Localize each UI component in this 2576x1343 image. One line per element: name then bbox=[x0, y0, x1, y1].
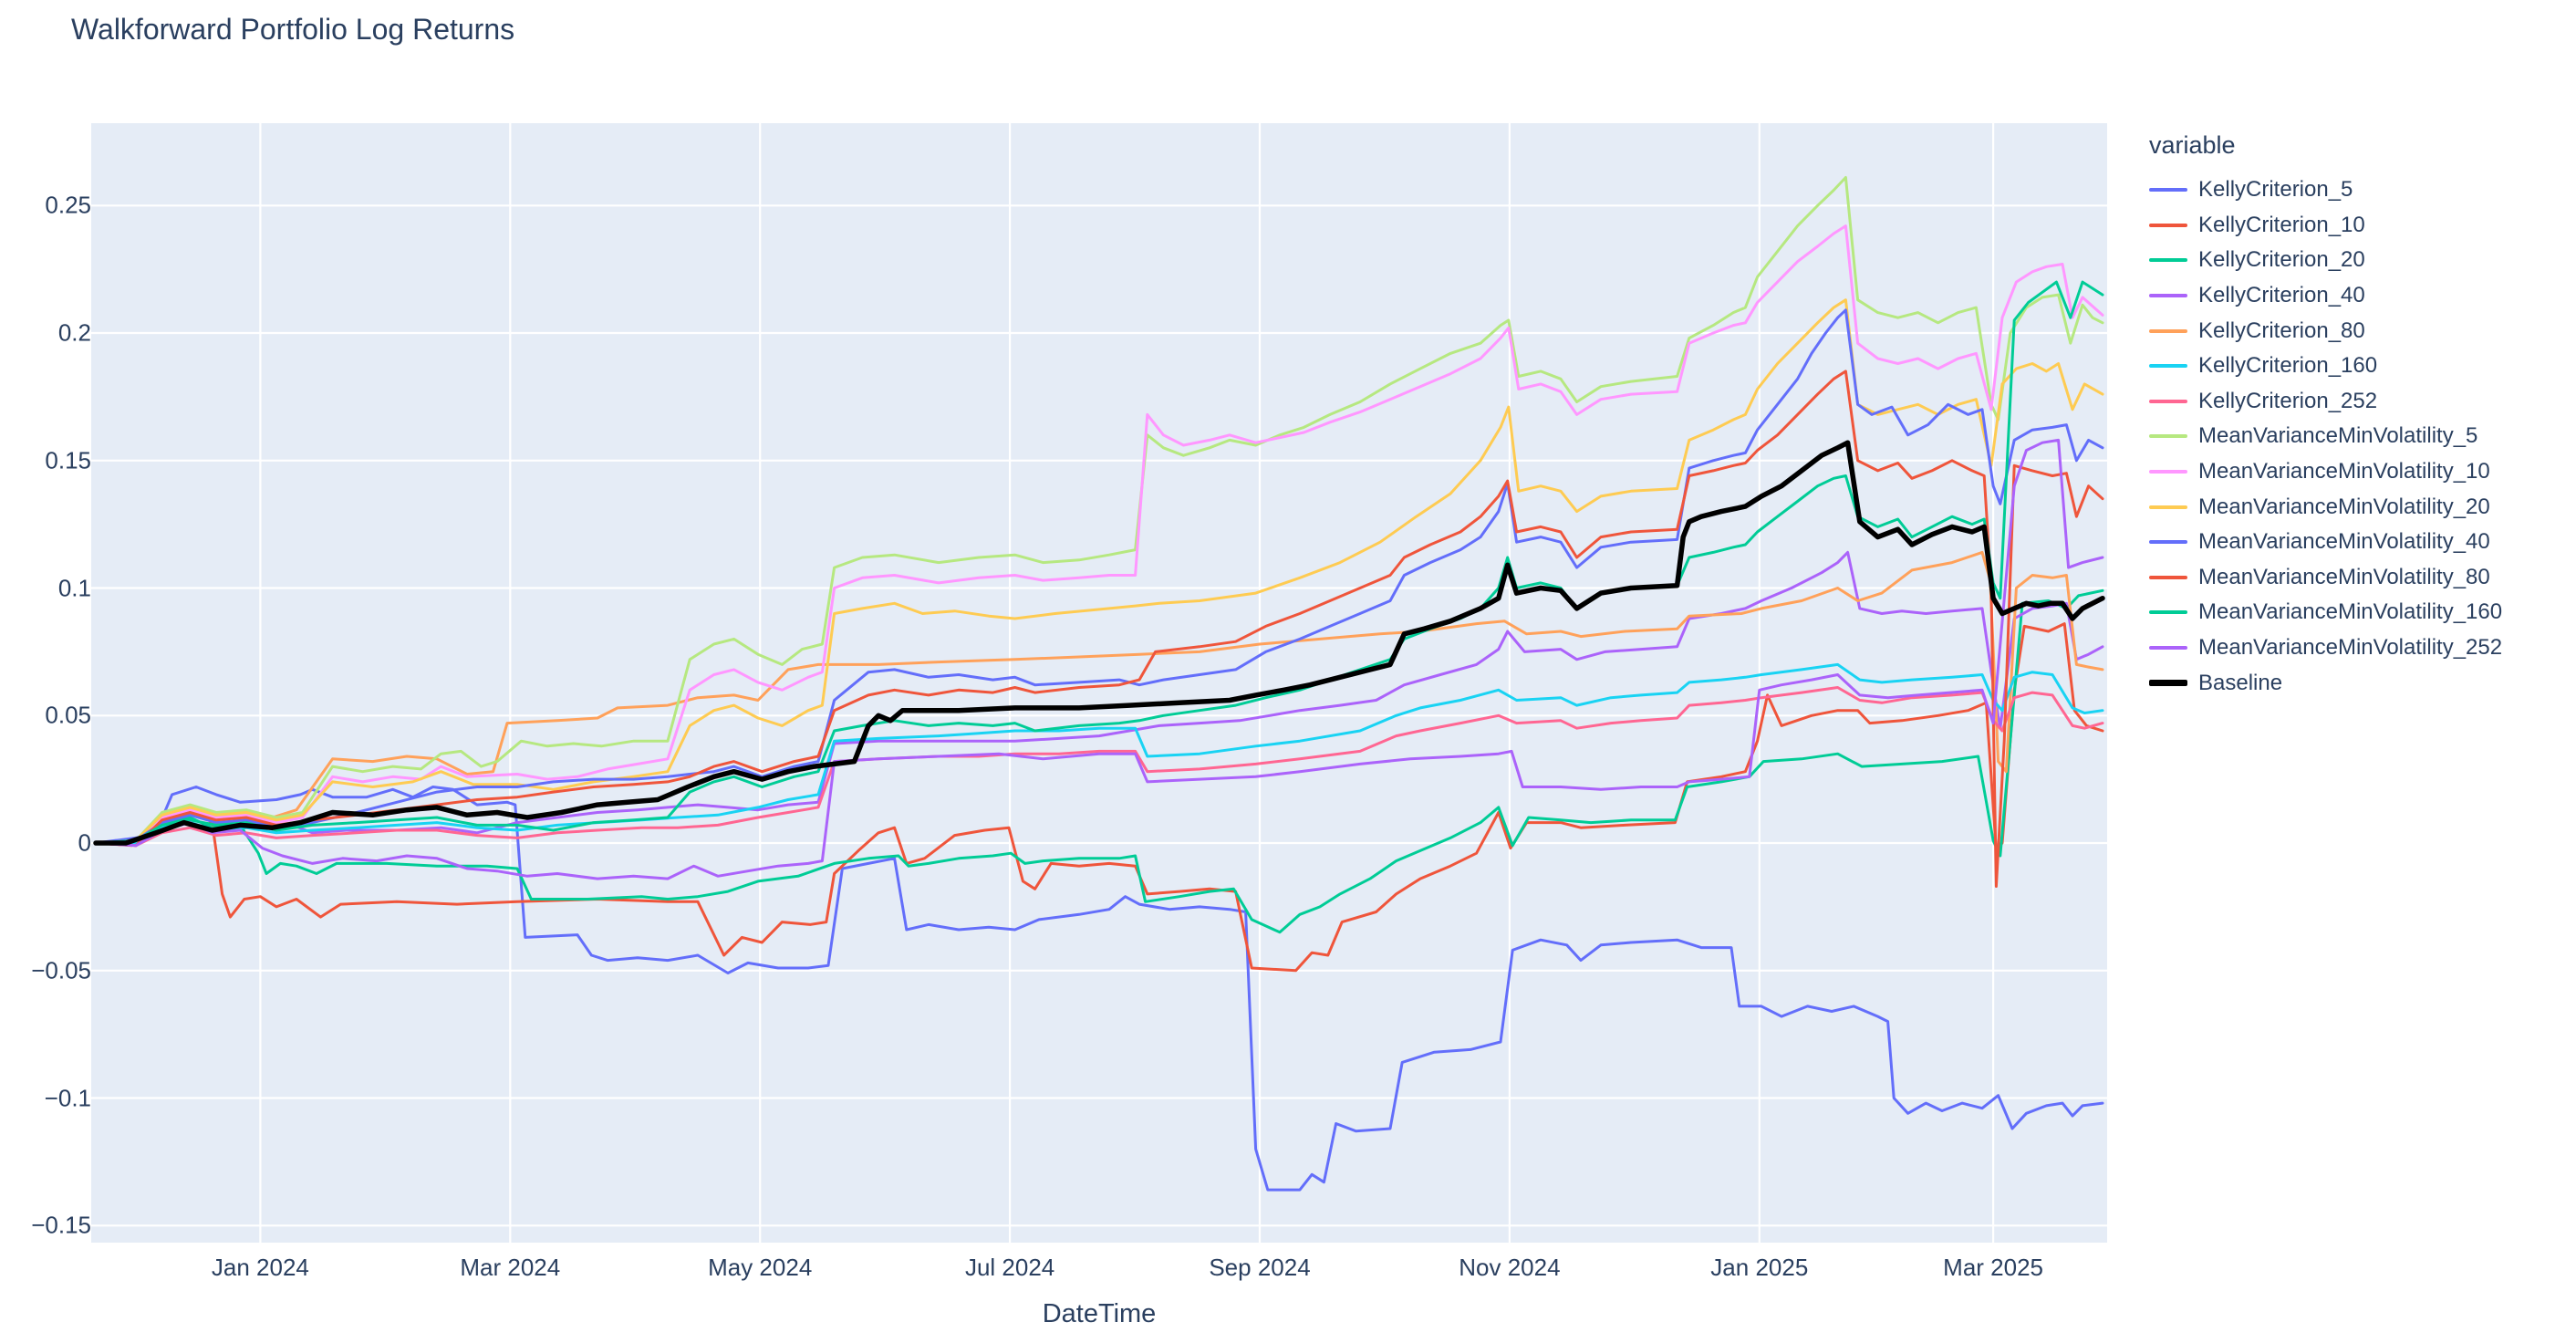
legend-swatch-icon bbox=[2149, 328, 2187, 333]
y-tick-label: 0.2 bbox=[57, 318, 91, 347]
x-tick-label: Mar 2024 bbox=[460, 1254, 561, 1281]
legend-label: MeanVarianceMinVolatility_20 bbox=[2198, 494, 2490, 519]
legend-swatch-icon bbox=[2149, 188, 2187, 193]
legend-label: KellyCriterion_40 bbox=[2198, 283, 2365, 308]
plot-area[interactable] bbox=[91, 123, 2107, 1243]
x-tick-label: Jan 2025 bbox=[1710, 1254, 1809, 1281]
series-line-MeanVarianceMinVolatility_80[interactable] bbox=[94, 370, 2104, 888]
legend-swatch-icon bbox=[2149, 223, 2187, 227]
legend-label: MeanVarianceMinVolatility_5 bbox=[2198, 423, 2478, 449]
series-line-MeanVarianceMinVolatility_160[interactable] bbox=[94, 280, 2104, 845]
legend-label: KellyCriterion_252 bbox=[2198, 388, 2378, 413]
legend-label: KellyCriterion_160 bbox=[2198, 353, 2378, 379]
series-line-KellyCriterion_80[interactable] bbox=[94, 550, 2104, 845]
legend-label: KellyCriterion_10 bbox=[2198, 212, 2365, 237]
legend-swatch-icon bbox=[2149, 610, 2187, 615]
y-tick-label: 0 bbox=[78, 828, 91, 857]
series-line-KellyCriterion_10[interactable] bbox=[94, 622, 2104, 973]
legend-label: MeanVarianceMinVolatility_252 bbox=[2198, 635, 2503, 661]
x-tick-label: Sep 2024 bbox=[1209, 1254, 1311, 1281]
legend-item-Baseline[interactable]: Baseline bbox=[2149, 665, 2502, 701]
legend-item-MeanVarianceMinVolatility_252[interactable]: MeanVarianceMinVolatility_252 bbox=[2149, 630, 2502, 666]
legend-item-MeanVarianceMinVolatility_40[interactable]: MeanVarianceMinVolatility_40 bbox=[2149, 525, 2502, 560]
legend-label: KellyCriterion_80 bbox=[2198, 318, 2365, 343]
legend-label: MeanVarianceMinVolatility_80 bbox=[2198, 564, 2490, 589]
legend-swatch-icon bbox=[2149, 540, 2187, 545]
legend-swatch-icon bbox=[2149, 364, 2187, 369]
legend-item-MeanVarianceMinVolatility_160[interactable]: MeanVarianceMinVolatility_160 bbox=[2149, 595, 2502, 630]
legend-label: Baseline bbox=[2198, 670, 2283, 695]
legend-item-MeanVarianceMinVolatility_80[interactable]: MeanVarianceMinVolatility_80 bbox=[2149, 560, 2502, 596]
y-tick-label: −0.15 bbox=[31, 1211, 91, 1239]
x-tick-label: Jul 2024 bbox=[964, 1254, 1055, 1281]
legend: variable KellyCriterion_5 KellyCriterion_… bbox=[2149, 131, 2502, 701]
series-line-Baseline[interactable] bbox=[93, 440, 2105, 846]
legend-item-MeanVarianceMinVolatility_10[interactable]: MeanVarianceMinVolatility_10 bbox=[2149, 454, 2502, 490]
chart-title: Walkforward Portfolio Log Returns bbox=[71, 13, 515, 46]
series-line-KellyCriterion_5[interactable] bbox=[94, 786, 2104, 1192]
y-tick-label: 0.1 bbox=[57, 574, 91, 601]
legend-label: MeanVarianceMinVolatility_10 bbox=[2198, 459, 2490, 484]
series-line-KellyCriterion_160[interactable] bbox=[94, 662, 2104, 845]
y-tick-label: 0.25 bbox=[45, 191, 91, 219]
legend-label: KellyCriterion_20 bbox=[2198, 247, 2365, 273]
legend-item-KellyCriterion_10[interactable]: KellyCriterion_10 bbox=[2149, 208, 2502, 244]
y-tick-label: −0.05 bbox=[31, 956, 91, 984]
x-axis-title: DateTime bbox=[1042, 1299, 1157, 1328]
legend-swatch-icon bbox=[2149, 646, 2187, 651]
legend-swatch-icon bbox=[2149, 680, 2187, 687]
legend-item-KellyCriterion_20[interactable]: KellyCriterion_20 bbox=[2149, 243, 2502, 278]
legend-swatch-icon bbox=[2149, 258, 2187, 263]
legend-swatch-icon bbox=[2149, 294, 2187, 298]
legend-item-KellyCriterion_252[interactable]: KellyCriterion_252 bbox=[2149, 384, 2502, 420]
series-line-MeanVarianceMinVolatility_10[interactable] bbox=[94, 224, 2104, 845]
series-line-KellyCriterion_252[interactable] bbox=[94, 686, 2104, 848]
legend-label: MeanVarianceMinVolatility_160 bbox=[2198, 599, 2503, 625]
legend-swatch-icon bbox=[2149, 399, 2187, 403]
series-line-KellyCriterion_40[interactable] bbox=[94, 550, 2104, 845]
y-tick-label: −0.1 bbox=[44, 1084, 91, 1111]
legend-item-MeanVarianceMinVolatility_20[interactable]: MeanVarianceMinVolatility_20 bbox=[2149, 489, 2502, 525]
legend-title: variable bbox=[2149, 131, 2236, 159]
y-tick-label: 0.05 bbox=[45, 701, 91, 729]
series-line-MeanVarianceMinVolatility_252[interactable] bbox=[94, 438, 2104, 880]
x-tick-label: Mar 2025 bbox=[1943, 1254, 2044, 1281]
legend-item-KellyCriterion_160[interactable]: KellyCriterion_160 bbox=[2149, 349, 2502, 384]
series-line-MeanVarianceMinVolatility_20[interactable] bbox=[94, 298, 2104, 845]
plot-canvas[interactable] bbox=[91, 123, 2107, 1243]
legend-item-KellyCriterion_80[interactable]: KellyCriterion_80 bbox=[2149, 313, 2502, 349]
series-line-MeanVarianceMinVolatility_40[interactable] bbox=[94, 308, 2104, 845]
legend-swatch-icon bbox=[2149, 434, 2187, 439]
legend-swatch-icon bbox=[2149, 575, 2187, 579]
legend-item-KellyCriterion_5[interactable]: KellyCriterion_5 bbox=[2149, 172, 2502, 208]
legend-label: MeanVarianceMinVolatility_40 bbox=[2198, 529, 2490, 555]
series-line-MeanVarianceMinVolatility_5[interactable] bbox=[94, 176, 2104, 845]
legend-items: KellyCriterion_5 KellyCriterion_10 KellyCr… bbox=[2149, 172, 2502, 701]
x-tick-label: Nov 2024 bbox=[1459, 1254, 1561, 1281]
legend-swatch-icon bbox=[2149, 470, 2187, 474]
y-tick-label: 0.15 bbox=[45, 446, 91, 474]
legend-swatch-icon bbox=[2149, 505, 2187, 509]
x-tick-label: Jan 2024 bbox=[211, 1254, 309, 1281]
x-tick-label: May 2024 bbox=[708, 1254, 813, 1281]
legend-label: KellyCriterion_5 bbox=[2198, 177, 2353, 203]
series-line-KellyCriterion_20[interactable] bbox=[94, 588, 2104, 934]
legend-item-KellyCriterion_40[interactable]: KellyCriterion_40 bbox=[2149, 278, 2502, 314]
legend-item-MeanVarianceMinVolatility_5[interactable]: MeanVarianceMinVolatility_5 bbox=[2149, 419, 2502, 454]
